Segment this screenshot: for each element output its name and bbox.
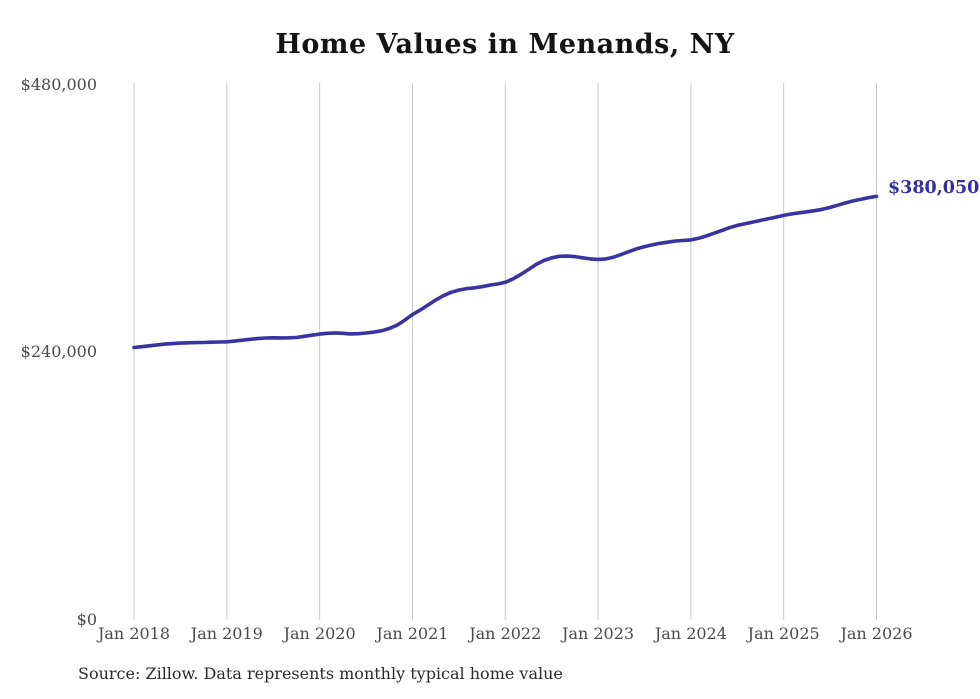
x-tick-label: Jan 2019 (190, 624, 263, 643)
value-line (132, 194, 879, 350)
y-tick-label-480000: $480,000 (20, 75, 97, 94)
chart-title: Home Values in Menands, NY (275, 29, 735, 60)
x-tick-label: Jan 2024 (654, 624, 727, 643)
x-tick-label: Jan 2020 (283, 624, 356, 643)
latest-value-label: $380,050 (888, 178, 980, 199)
x-tick-label: Jan 2022 (469, 624, 542, 643)
x-tick-label: Jan 2025 (747, 624, 820, 643)
x-tick-label: Jan 2021 (376, 624, 449, 643)
x-tick-label: Jan 2026 (840, 624, 913, 643)
source-note: Source: Zillow. Data represents monthly … (78, 664, 563, 683)
y-tick-label-0: $0 (76, 610, 97, 629)
x-tick-label: Jan 2023 (562, 624, 635, 643)
x-tick-label: Jan 2018 (97, 624, 171, 643)
y-tick-label-240000: $240,000 (20, 342, 97, 361)
